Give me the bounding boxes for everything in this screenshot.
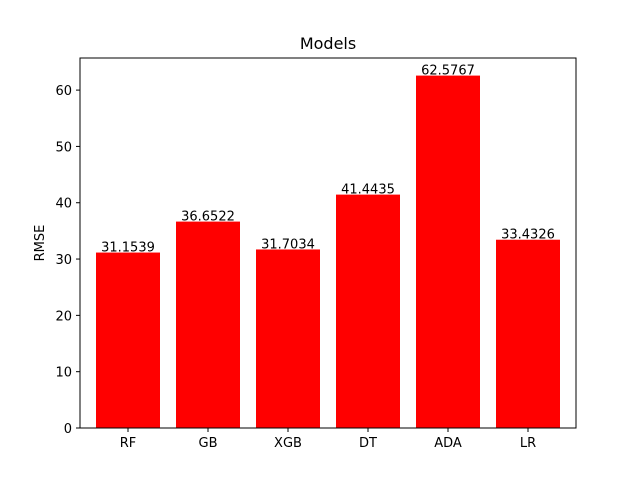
data-label-xgb: 31.7034 — [261, 237, 315, 252]
bar-rf — [96, 252, 160, 428]
y-tick-label-30: 30 — [55, 253, 72, 268]
x-tick-label-ada: ADA — [434, 436, 462, 451]
plot-frame — [79, 57, 577, 429]
y-axis-ticks: 0 10 20 30 40 50 60 — [55, 84, 80, 437]
data-label-lr: 33.4326 — [501, 228, 555, 243]
y-tick-label-0: 0 — [64, 422, 72, 437]
y-tick-label-10: 10 — [55, 366, 72, 381]
x-tick-label-dt: DT — [359, 436, 377, 451]
chart-title: Models — [300, 34, 356, 53]
bar-dt — [336, 194, 400, 428]
data-labels-group: 31.1539 36.6522 31.7034 41.4435 62.5767 33.43… — [101, 64, 555, 256]
x-axis-ticks: RF GB XGB DT ADA LR — [120, 428, 536, 451]
data-label-gb: 36.6522 — [181, 210, 235, 225]
x-tick-label-gb: GB — [199, 436, 218, 451]
data-label-ada: 62.5767 — [421, 64, 475, 79]
x-tick-label-lr: LR — [520, 436, 536, 451]
y-axis-label: RMSE — [33, 225, 48, 262]
y-tick-label-40: 40 — [55, 197, 72, 212]
bar-ada — [416, 75, 480, 429]
data-label-rf: 31.1539 — [101, 241, 155, 256]
y-tick-label-50: 50 — [55, 140, 72, 155]
bar-gb — [176, 221, 240, 428]
x-tick-label-rf: RF — [120, 436, 137, 451]
y-tick-label-20: 20 — [55, 309, 72, 324]
x-tick-label-xgb: XGB — [274, 436, 302, 451]
y-tick-label-60: 60 — [55, 84, 72, 99]
bars-group — [96, 75, 560, 429]
data-label-dt: 41.4435 — [341, 183, 395, 198]
bar-xgb — [256, 249, 320, 428]
bar-lr — [496, 239, 560, 428]
